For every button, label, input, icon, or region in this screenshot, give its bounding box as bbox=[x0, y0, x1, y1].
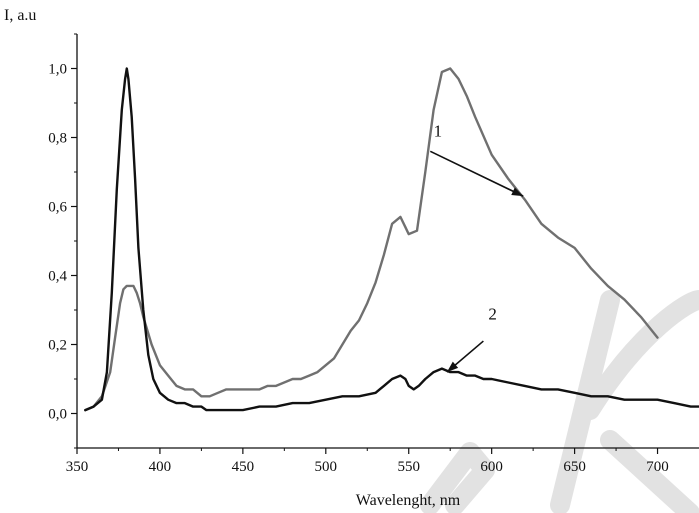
annotation-arrowhead-1 bbox=[511, 187, 524, 197]
watermark bbox=[420, 290, 699, 513]
x-ticks: 350 400 450 500 550 600 650 700 bbox=[66, 448, 669, 475]
x-tick-label: 350 bbox=[66, 459, 89, 475]
y-tick-label: 1,0 bbox=[48, 62, 67, 78]
annotation-arrowhead-2 bbox=[446, 361, 459, 373]
annotation-label-2: 2 bbox=[488, 304, 497, 323]
y-tick-label: 0,2 bbox=[48, 338, 67, 354]
annotation-arrow-1 bbox=[429, 150, 524, 197]
y-tick-label: 0,0 bbox=[48, 407, 67, 423]
x-tick-label: 650 bbox=[563, 459, 586, 475]
x-tick-label: 700 bbox=[646, 459, 669, 475]
axes: 350 400 450 500 550 600 650 700 0,0 0,2 0,4 0,6 0,8… bbox=[48, 33, 699, 475]
y-ticks: 0,0 0,2 0,4 0,6 0,8 1,0 bbox=[48, 33, 77, 449]
annotation-layer: 12 bbox=[429, 121, 524, 373]
x-tick-label: 450 bbox=[232, 459, 255, 475]
y-tick-label: 0,4 bbox=[48, 269, 67, 285]
series-layer bbox=[84, 67, 699, 412]
x-tick-label: 400 bbox=[149, 459, 172, 475]
x-tick-label: 600 bbox=[480, 459, 503, 475]
y-axis-title: I, a.u bbox=[4, 7, 36, 24]
y-tick-label: 0,6 bbox=[48, 200, 67, 216]
series-line-1 bbox=[84, 67, 659, 412]
x-tick-label: 550 bbox=[397, 459, 420, 475]
x-axis-title: Wavelenght, nm bbox=[356, 492, 461, 509]
series-line-2 bbox=[84, 67, 699, 412]
x-tick-label: 500 bbox=[315, 459, 338, 475]
annotation-label-1: 1 bbox=[434, 121, 443, 140]
y-tick-label: 0,8 bbox=[48, 131, 67, 147]
